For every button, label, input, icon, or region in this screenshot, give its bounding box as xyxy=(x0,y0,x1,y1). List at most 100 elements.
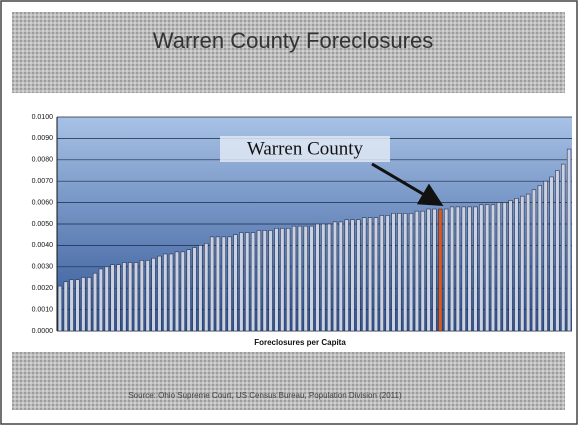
bar xyxy=(461,206,466,332)
bar xyxy=(332,221,338,332)
bar xyxy=(484,204,490,332)
bar xyxy=(479,204,484,332)
bar xyxy=(379,215,384,332)
bar xyxy=(256,230,262,332)
bar xyxy=(549,176,554,332)
y-tick-label: 0.0000 xyxy=(32,328,54,335)
bar xyxy=(449,206,455,332)
bar xyxy=(543,180,548,332)
bar xyxy=(367,217,373,332)
y-tick-label: 0.0010 xyxy=(32,306,54,313)
bar xyxy=(157,255,162,332)
bar xyxy=(397,213,402,332)
bar xyxy=(309,225,314,332)
source: Source: Ohio Supreme Court, US Census Bu… xyxy=(128,391,402,400)
bar xyxy=(473,206,478,332)
bar xyxy=(174,251,180,332)
bar xyxy=(403,213,408,332)
bar xyxy=(338,221,344,332)
bar xyxy=(81,277,86,332)
bar xyxy=(250,232,256,332)
bar xyxy=(496,202,502,332)
annotation-box xyxy=(220,136,390,162)
bar xyxy=(432,208,437,332)
bar xyxy=(444,208,449,332)
bar xyxy=(321,223,326,332)
bar xyxy=(555,170,560,332)
chart-title: Warren County Foreclosures xyxy=(153,28,433,53)
bar xyxy=(438,208,443,332)
bar xyxy=(116,264,121,332)
bar xyxy=(455,206,461,332)
bar xyxy=(110,264,115,332)
y-tick-label: 0.0020 xyxy=(32,285,54,292)
bar xyxy=(63,281,68,332)
bar xyxy=(233,234,238,332)
bar xyxy=(215,236,221,332)
bar xyxy=(490,204,496,332)
x-axis-label: Foreclosures per Capita xyxy=(254,338,346,347)
bar xyxy=(122,262,127,332)
bar xyxy=(145,260,150,332)
bar xyxy=(373,217,379,332)
bar xyxy=(92,272,98,332)
bar xyxy=(268,230,273,332)
bar xyxy=(57,285,63,332)
bar xyxy=(75,279,80,332)
bar xyxy=(209,236,215,332)
bar xyxy=(350,219,355,332)
bar xyxy=(245,232,250,332)
bar xyxy=(163,253,168,332)
bar xyxy=(561,163,566,332)
bar xyxy=(391,213,396,332)
bar xyxy=(408,213,414,332)
annotation: Warren County xyxy=(247,138,364,159)
bar xyxy=(303,225,308,332)
bar xyxy=(239,232,244,332)
source-panel xyxy=(12,352,565,410)
bar xyxy=(426,208,431,332)
y-tick-label: 0.0090 xyxy=(32,135,54,142)
bar xyxy=(180,251,185,332)
bar xyxy=(356,219,361,332)
bar xyxy=(502,202,507,332)
bar xyxy=(221,236,226,332)
bar xyxy=(87,277,92,332)
bar xyxy=(467,206,472,332)
y-tick-label: 0.0070 xyxy=(32,178,54,185)
bar xyxy=(98,268,104,332)
y-tick-label: 0.0100 xyxy=(32,114,54,121)
bar xyxy=(198,245,203,332)
bar xyxy=(362,217,367,332)
bar xyxy=(525,193,531,332)
bar xyxy=(285,227,291,332)
bar xyxy=(280,227,285,332)
bar xyxy=(227,236,232,332)
bar xyxy=(315,223,320,332)
bar xyxy=(385,215,390,332)
bar xyxy=(192,247,197,332)
bar xyxy=(291,225,297,332)
y-tick-label: 0.0060 xyxy=(32,199,54,206)
bar xyxy=(104,266,109,332)
bar xyxy=(168,253,174,332)
bar xyxy=(151,257,156,332)
plot: 0.0000 0.0010 0.0020 0.0030 0.0040 0.0050 0.00… xyxy=(32,114,572,335)
bar xyxy=(514,198,519,332)
annotation-arrow xyxy=(371,162,444,207)
bar xyxy=(69,279,74,332)
bar xyxy=(297,225,303,332)
y-tick-label: 0.0030 xyxy=(32,264,54,271)
bar xyxy=(204,242,209,332)
bar xyxy=(274,227,279,332)
bar xyxy=(508,200,513,332)
bar xyxy=(414,210,420,332)
y-tick-label: 0.0040 xyxy=(32,242,54,249)
y-tick-label: 0.0080 xyxy=(32,157,54,164)
bar xyxy=(537,185,542,332)
bar xyxy=(531,189,537,332)
bar xyxy=(326,223,332,332)
bar xyxy=(133,262,139,332)
bar xyxy=(344,219,349,332)
bar xyxy=(127,262,133,332)
